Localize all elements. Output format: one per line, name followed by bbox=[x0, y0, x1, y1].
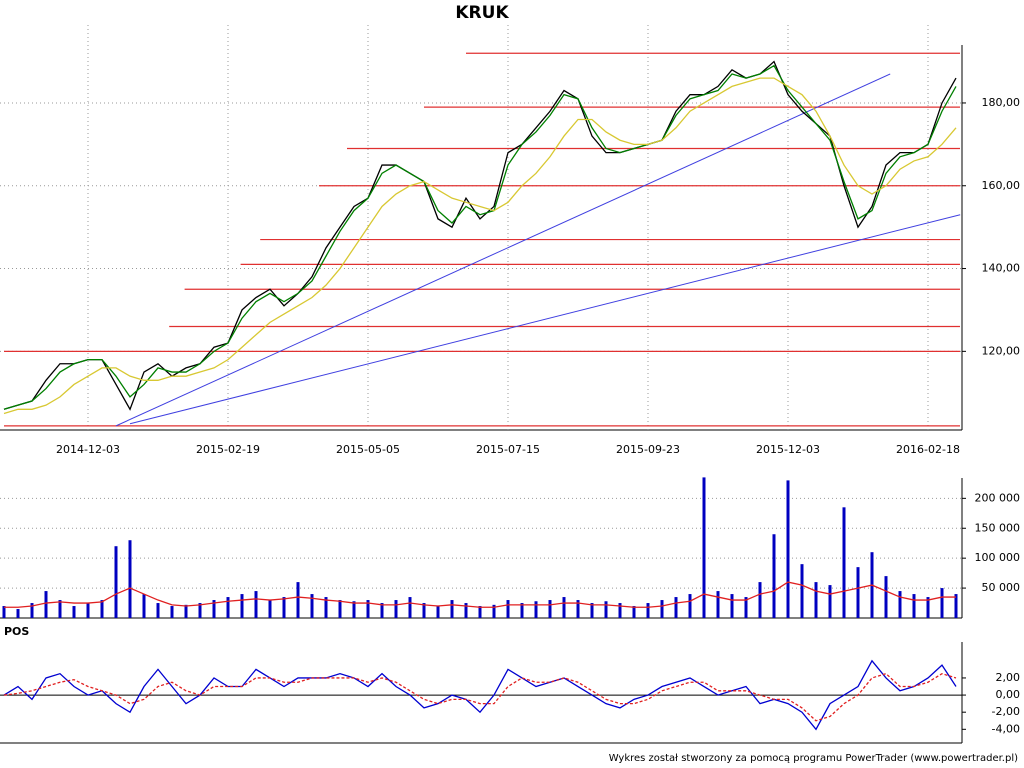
bar bbox=[366, 600, 370, 618]
y-tick-label: 120,00 bbox=[982, 344, 1021, 357]
panel-title: POS bbox=[4, 625, 29, 638]
bar bbox=[492, 604, 496, 618]
bar bbox=[842, 507, 846, 618]
bar bbox=[464, 603, 468, 618]
series-line bbox=[3, 64, 957, 410]
x-tick-label: 2015-02-19 bbox=[196, 443, 260, 456]
bar bbox=[940, 588, 944, 618]
bar bbox=[590, 603, 594, 618]
bar bbox=[814, 582, 818, 618]
bar bbox=[282, 597, 286, 618]
bar bbox=[296, 582, 300, 618]
y-tick-label: 2,00 bbox=[996, 671, 1021, 684]
bar bbox=[142, 594, 146, 618]
bar bbox=[86, 603, 90, 618]
bar bbox=[128, 540, 132, 618]
x-tick-label: 2015-07-15 bbox=[476, 443, 540, 456]
y-tick-label: 100 000 bbox=[975, 551, 1021, 564]
trend-line bbox=[115, 73, 891, 427]
bar bbox=[562, 597, 566, 618]
bar bbox=[240, 594, 244, 618]
bar bbox=[926, 597, 930, 618]
bar bbox=[828, 585, 832, 618]
bar bbox=[520, 603, 524, 618]
bar bbox=[422, 603, 426, 618]
bar bbox=[58, 600, 62, 618]
bar bbox=[478, 606, 482, 618]
bar bbox=[450, 600, 454, 618]
bar bbox=[198, 603, 202, 618]
bar bbox=[758, 582, 762, 618]
bar bbox=[100, 600, 104, 618]
bar bbox=[268, 600, 272, 618]
bar bbox=[576, 600, 580, 618]
x-tick-label: 2015-09-23 bbox=[616, 443, 680, 456]
series-line bbox=[3, 672, 957, 722]
y-tick-label: -4,00 bbox=[992, 722, 1020, 735]
y-tick-label: 0,00 bbox=[996, 688, 1021, 701]
y-tick-label: 200 000 bbox=[975, 491, 1021, 504]
bar bbox=[744, 597, 748, 618]
bar bbox=[184, 604, 188, 618]
bar bbox=[506, 600, 510, 618]
bar bbox=[380, 603, 384, 618]
x-tick-label: 2016-02-18 bbox=[896, 443, 960, 456]
bar bbox=[30, 603, 34, 618]
bar bbox=[170, 606, 174, 618]
series-line bbox=[3, 659, 957, 731]
chart-title: KRUK bbox=[455, 3, 509, 23]
bar bbox=[16, 609, 20, 618]
bar bbox=[716, 591, 720, 618]
series-line bbox=[3, 60, 957, 411]
bar bbox=[884, 576, 888, 618]
bar bbox=[338, 600, 342, 618]
bar bbox=[618, 603, 622, 618]
bar bbox=[912, 594, 916, 618]
bar bbox=[114, 546, 118, 618]
bar bbox=[226, 597, 230, 618]
series-line bbox=[4, 581, 956, 608]
bar bbox=[156, 603, 160, 618]
x-tick-label: 2014-12-03 bbox=[56, 443, 120, 456]
bar bbox=[436, 606, 440, 618]
bar bbox=[2, 606, 6, 618]
x-tick-label: 2015-05-05 bbox=[336, 443, 400, 456]
bar bbox=[548, 600, 552, 618]
bar bbox=[702, 477, 706, 618]
bar bbox=[898, 591, 902, 618]
bar bbox=[44, 591, 48, 618]
bar bbox=[408, 597, 412, 618]
bar bbox=[604, 601, 608, 618]
bar bbox=[800, 564, 804, 618]
bar bbox=[730, 594, 734, 618]
y-tick-label: 50 000 bbox=[982, 581, 1021, 594]
bar bbox=[310, 594, 314, 618]
bar bbox=[632, 606, 636, 618]
y-tick-label: 160,00 bbox=[982, 179, 1021, 192]
y-tick-label: 180,00 bbox=[982, 96, 1021, 109]
bar bbox=[674, 597, 678, 618]
trend-line bbox=[129, 214, 961, 425]
bar bbox=[352, 601, 356, 618]
footer: Wykres został stworzony za pomocą progra… bbox=[609, 753, 1018, 764]
bar bbox=[72, 606, 76, 618]
bar bbox=[324, 597, 328, 618]
bar bbox=[786, 480, 790, 618]
bar bbox=[534, 601, 538, 618]
bar bbox=[646, 603, 650, 618]
bar bbox=[660, 600, 664, 618]
bar bbox=[688, 594, 692, 618]
bar bbox=[254, 591, 258, 618]
series-line bbox=[3, 77, 957, 415]
x-tick-label: 2015-12-03 bbox=[756, 443, 820, 456]
y-tick-label: -2,00 bbox=[992, 705, 1020, 718]
bar bbox=[856, 567, 860, 618]
bar bbox=[394, 600, 398, 618]
y-tick-label: 140,00 bbox=[982, 262, 1021, 275]
y-tick-label: 150 000 bbox=[975, 521, 1021, 534]
bar bbox=[772, 534, 776, 618]
bar bbox=[954, 594, 958, 618]
bar bbox=[212, 600, 216, 618]
